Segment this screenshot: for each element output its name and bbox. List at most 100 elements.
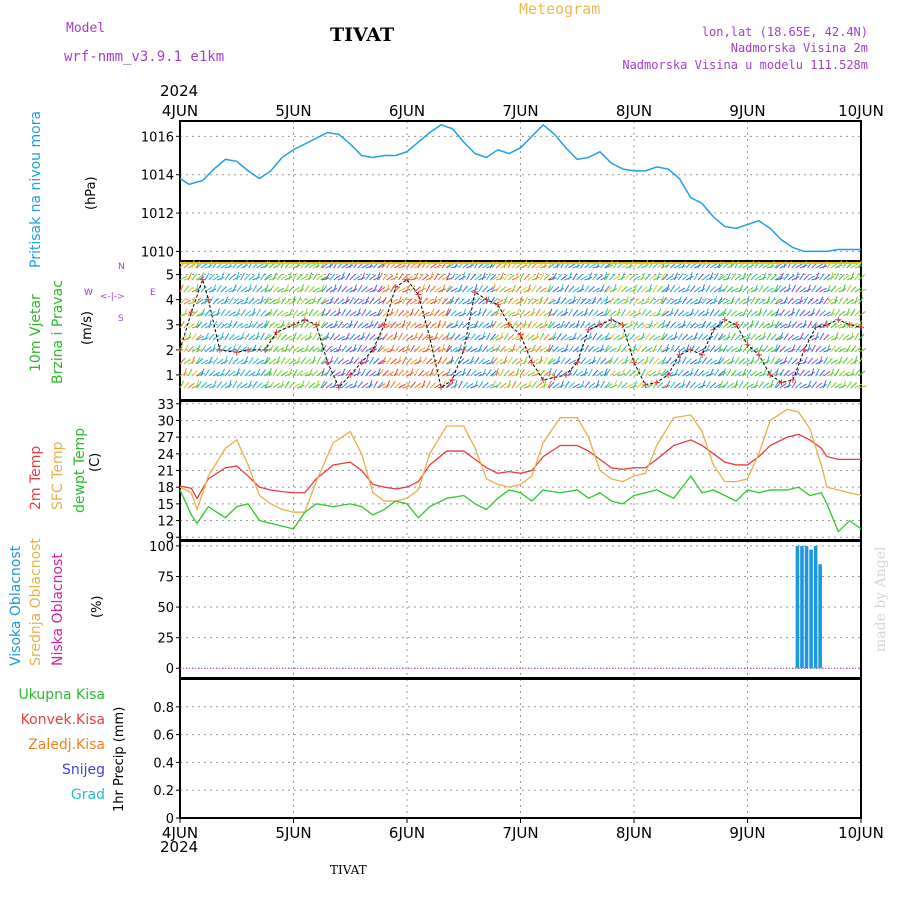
wind-arrow — [429, 345, 436, 353]
wind-arrow — [652, 284, 658, 293]
wind-arrow — [244, 370, 251, 377]
wind-arrow — [592, 347, 600, 353]
wind-arrow — [304, 284, 310, 293]
wind-arrow — [644, 356, 649, 365]
wind-arrow — [613, 334, 621, 341]
wind-arrow — [406, 372, 414, 377]
wind-arrow — [224, 369, 231, 377]
wind-arrow — [357, 381, 363, 389]
wind-arrow — [212, 297, 219, 305]
wind-arrow — [503, 296, 508, 305]
wind-arrow — [693, 323, 702, 329]
wind-arrow — [648, 297, 655, 305]
wind-arrow — [240, 264, 249, 269]
wind-arrow — [300, 371, 309, 377]
y-tick-label: 24 — [157, 448, 174, 463]
wind-arrow — [450, 332, 456, 341]
wind-arrow — [515, 285, 522, 293]
wind-arrow — [312, 332, 318, 341]
wind-arrow — [838, 310, 846, 317]
wind-arrow — [478, 372, 487, 377]
wind-arrow — [386, 284, 390, 293]
wind-arrow — [734, 297, 741, 305]
wind-arrow — [795, 359, 803, 365]
wind-arrow — [762, 272, 767, 281]
wind-arrow — [288, 337, 297, 341]
wind-arrow — [196, 321, 203, 329]
wind-arrow — [842, 349, 851, 353]
y-tick-label: 1012 — [141, 207, 174, 222]
wind-arrow — [572, 369, 578, 377]
wind-arrow — [830, 262, 838, 269]
wind-arrow — [535, 322, 543, 329]
wind-arrow — [596, 274, 604, 281]
wind-arrow — [722, 381, 729, 389]
wind-arrow — [394, 272, 398, 281]
wind-arrow — [244, 333, 250, 341]
wind-arrow — [766, 309, 773, 317]
wind-arrow — [316, 380, 320, 389]
wind-arrow — [406, 335, 414, 341]
wind-arrow — [592, 296, 597, 305]
wind-arrow — [329, 384, 338, 389]
y-tick-label: 1 — [166, 369, 174, 384]
wind-arrow — [519, 286, 527, 293]
wind-arrow — [834, 346, 842, 353]
wind-arrow — [629, 311, 637, 317]
wind-arrow — [406, 357, 413, 365]
wind-arrow — [378, 309, 384, 317]
wind-arrow — [662, 310, 670, 317]
wind-arrow — [491, 380, 497, 389]
wind-arrow — [656, 382, 664, 389]
wind-arrow — [811, 368, 815, 377]
wind-arrow — [409, 368, 414, 377]
wind-arrow — [402, 311, 410, 317]
wind-arrow — [640, 309, 647, 317]
wind-arrow — [183, 277, 192, 281]
wind-arrow — [693, 332, 698, 341]
wind-arrow — [543, 380, 547, 389]
wind-arrow — [677, 296, 682, 305]
wind-arrow — [406, 298, 413, 305]
wind-arrow — [722, 321, 730, 329]
wind-arrow — [458, 298, 465, 305]
wind-arrow — [572, 287, 580, 293]
wind-arrow — [405, 380, 411, 389]
wind-arrow — [486, 369, 492, 377]
wind-arrow — [838, 325, 847, 329]
wind-arrow — [787, 284, 791, 293]
wind-arrow — [445, 321, 452, 329]
wind-arrow — [300, 275, 308, 281]
wind-arrow — [499, 323, 508, 329]
wind-arrow — [280, 311, 289, 317]
wind-arrow — [584, 344, 589, 353]
wind-arrow — [815, 345, 822, 353]
wind-arrow — [369, 311, 377, 317]
wind-arrow — [276, 296, 281, 305]
wind-arrow — [670, 373, 679, 377]
wind-arrow — [787, 274, 795, 281]
y-tick-label: 0 — [166, 812, 174, 827]
wind-arrow — [369, 320, 374, 329]
wind-arrow — [556, 325, 565, 329]
wind-arrow — [345, 309, 352, 317]
wind-arrow — [826, 380, 832, 389]
wind-arrow — [535, 300, 544, 305]
wind-arrow — [552, 360, 561, 365]
wind-arrow — [613, 371, 621, 377]
wind-arrow — [519, 264, 528, 269]
wind-arrow — [382, 310, 390, 317]
wind-arrow — [588, 300, 597, 305]
wind-arrow — [819, 273, 825, 281]
wind-arrow — [713, 383, 722, 389]
wind-arrow — [734, 371, 742, 377]
wind-arrow — [609, 296, 614, 305]
wind-arrow — [208, 370, 216, 377]
wind-arrow — [232, 312, 241, 317]
wind-arrow — [568, 272, 572, 281]
wind-arrow — [200, 272, 204, 281]
wind-arrow — [636, 308, 641, 317]
wind-arrow — [531, 308, 535, 317]
wind-arrow — [754, 349, 763, 353]
wind-arrow — [458, 344, 462, 353]
